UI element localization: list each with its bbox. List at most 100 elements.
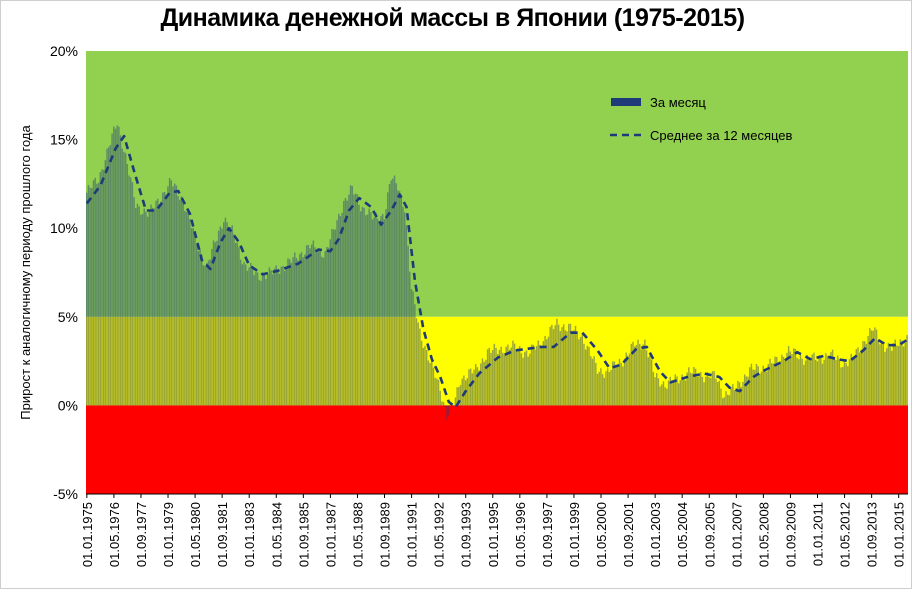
x-tick-label: 01.01.1999 bbox=[567, 502, 582, 567]
bar bbox=[706, 372, 709, 406]
bar bbox=[317, 248, 320, 406]
bar bbox=[332, 229, 335, 406]
x-tick-label: 01.05.2008 bbox=[756, 502, 771, 567]
bar bbox=[266, 274, 269, 406]
bar bbox=[772, 363, 775, 406]
bar bbox=[190, 228, 193, 406]
bar bbox=[525, 350, 528, 406]
bar bbox=[679, 380, 682, 406]
bar bbox=[549, 326, 551, 406]
bar bbox=[89, 187, 91, 406]
bar bbox=[539, 344, 541, 406]
bar bbox=[600, 368, 602, 406]
bar bbox=[896, 345, 898, 406]
bar bbox=[865, 343, 868, 406]
bar bbox=[826, 355, 829, 406]
bar bbox=[632, 341, 634, 406]
bar bbox=[591, 358, 594, 406]
bar bbox=[495, 347, 497, 406]
bar bbox=[292, 257, 294, 406]
bar bbox=[199, 249, 201, 406]
bar bbox=[107, 147, 110, 406]
bar bbox=[138, 206, 140, 406]
bar bbox=[148, 211, 151, 406]
bar bbox=[689, 372, 692, 406]
bar bbox=[737, 380, 739, 406]
bar bbox=[375, 212, 377, 406]
bar bbox=[207, 260, 210, 406]
bar bbox=[326, 246, 328, 406]
bar bbox=[906, 335, 908, 406]
bar bbox=[612, 361, 614, 406]
bar bbox=[750, 363, 753, 406]
bar bbox=[168, 178, 171, 406]
bar bbox=[195, 244, 198, 406]
bar bbox=[622, 366, 624, 406]
bar bbox=[432, 367, 435, 406]
bar bbox=[520, 353, 523, 406]
bar bbox=[808, 358, 810, 406]
bar bbox=[491, 350, 494, 406]
bar bbox=[114, 128, 117, 406]
bar bbox=[603, 377, 605, 406]
bar bbox=[634, 346, 636, 406]
bar bbox=[767, 364, 770, 406]
bar bbox=[180, 196, 183, 406]
bar bbox=[809, 361, 812, 406]
bar bbox=[87, 185, 90, 406]
bar bbox=[821, 363, 824, 406]
bar bbox=[720, 388, 722, 406]
bar bbox=[557, 324, 560, 406]
bar bbox=[535, 345, 538, 406]
bar bbox=[175, 185, 178, 406]
bar bbox=[192, 228, 194, 406]
bar bbox=[742, 381, 744, 406]
bar bbox=[524, 352, 526, 406]
bar bbox=[415, 318, 418, 406]
bar bbox=[231, 225, 233, 406]
bar bbox=[485, 359, 487, 406]
x-tick-label: 01.05.1980 bbox=[188, 502, 203, 567]
bar bbox=[349, 185, 352, 406]
bar bbox=[904, 342, 907, 406]
bar bbox=[119, 135, 122, 406]
bar bbox=[363, 207, 365, 406]
bar bbox=[781, 354, 783, 406]
bar bbox=[343, 200, 345, 406]
bar bbox=[901, 340, 903, 406]
bar bbox=[109, 145, 112, 406]
bar bbox=[654, 377, 656, 406]
x-tick-label: 01.01.1983 bbox=[242, 502, 257, 567]
bar bbox=[814, 359, 817, 406]
bar bbox=[647, 357, 649, 406]
bar bbox=[165, 194, 167, 406]
bar bbox=[294, 252, 296, 406]
bar bbox=[319, 248, 321, 406]
bar bbox=[842, 367, 844, 406]
bar bbox=[111, 133, 113, 406]
y-tick-label: 5% bbox=[58, 309, 78, 325]
bar bbox=[833, 357, 836, 406]
bar bbox=[238, 247, 240, 406]
bar bbox=[241, 264, 244, 406]
bar bbox=[787, 346, 790, 406]
bar bbox=[874, 327, 876, 406]
bar bbox=[211, 248, 213, 406]
bar bbox=[378, 222, 381, 406]
legend-label-bar: За месяц bbox=[650, 95, 706, 110]
x-tick-label: 01.05.2000 bbox=[594, 502, 609, 567]
bar bbox=[314, 247, 316, 406]
x-tick-label: 01.01.2011 bbox=[811, 502, 826, 566]
bar bbox=[425, 350, 428, 406]
bar bbox=[439, 390, 441, 406]
bar bbox=[764, 368, 766, 406]
bar bbox=[486, 349, 489, 406]
bar bbox=[429, 363, 431, 406]
bar bbox=[102, 169, 105, 406]
bar bbox=[256, 272, 259, 406]
bar bbox=[153, 208, 156, 406]
bar bbox=[280, 266, 282, 406]
bar bbox=[431, 360, 433, 406]
x-tick-label: 01.05.1988 bbox=[351, 502, 366, 567]
bar bbox=[385, 209, 387, 406]
